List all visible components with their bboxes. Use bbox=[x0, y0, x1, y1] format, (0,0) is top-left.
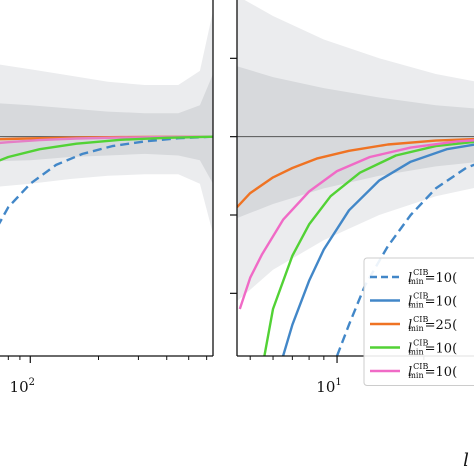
legend-label-text: =10( bbox=[425, 271, 458, 286]
right-series-line-4 bbox=[238, 139, 474, 310]
left-x-tick-label-0: 102 bbox=[10, 377, 35, 396]
right-plot-area bbox=[237, 0, 474, 356]
legend-label-4: lCIB min=10( bbox=[408, 362, 457, 380]
legend-label-sup: CIB bbox=[413, 292, 428, 301]
legend-label-sub: min bbox=[408, 371, 423, 380]
legend-label-sup: CIB bbox=[413, 339, 428, 348]
left-panel: 102 bbox=[0, 0, 214, 396]
legend-label-sub: min bbox=[408, 301, 423, 310]
legend-label-2: lCIB min=25( bbox=[408, 315, 457, 333]
legend-label-sup: CIB bbox=[413, 268, 428, 277]
right-series-line-1 bbox=[281, 143, 474, 356]
legend-label-text: =25( bbox=[425, 318, 458, 333]
legend-label-1: lCIB min=10( bbox=[408, 292, 457, 310]
legend-label-0: lCIB min=10( bbox=[408, 268, 457, 286]
legend-label-sub: min bbox=[408, 348, 423, 357]
right-series-line-3 bbox=[263, 140, 474, 356]
legend-label-sup: CIB bbox=[413, 362, 428, 371]
legend-label-text: =10( bbox=[425, 365, 458, 380]
left-x-tick-base: 10 bbox=[10, 378, 29, 396]
legend-label-text: =10( bbox=[425, 295, 458, 310]
legend-label-sub: min bbox=[408, 324, 423, 333]
right-x-tick-label-0: 101 bbox=[316, 377, 341, 396]
right-band-inner bbox=[237, 66, 474, 219]
legend-box bbox=[363, 257, 474, 386]
left-series-line-0 bbox=[0, 135, 213, 225]
legend-label-sym: l bbox=[408, 318, 412, 333]
right-x-axis-label: l bbox=[463, 450, 469, 471]
right-legend: lCIB min=10(lCIB min=10(lCIB min=25(lCIB min… bbox=[363, 257, 474, 386]
legend-label-sym: l bbox=[408, 342, 412, 357]
right-x-tick-exp: 1 bbox=[335, 377, 341, 388]
left-series-line-3 bbox=[0, 135, 213, 162]
legend-label-sym: l bbox=[408, 271, 412, 286]
legend-label-sym: l bbox=[408, 295, 412, 310]
legend-label-sup: CIB bbox=[413, 315, 428, 324]
right-series-line-0 bbox=[335, 163, 474, 356]
legend-label-3: lCIB min=10( bbox=[408, 339, 457, 357]
right-series-line-2 bbox=[237, 137, 474, 209]
legend-label-sub: min bbox=[408, 277, 423, 286]
legend-label-sym: l bbox=[408, 365, 412, 380]
left-band-inner bbox=[0, 74, 213, 184]
left-plot-area bbox=[0, 11, 213, 234]
left-x-tick-exp: 2 bbox=[29, 377, 35, 388]
right-x-tick-base: 10 bbox=[316, 378, 335, 396]
legend-label-text: =10( bbox=[425, 342, 458, 357]
